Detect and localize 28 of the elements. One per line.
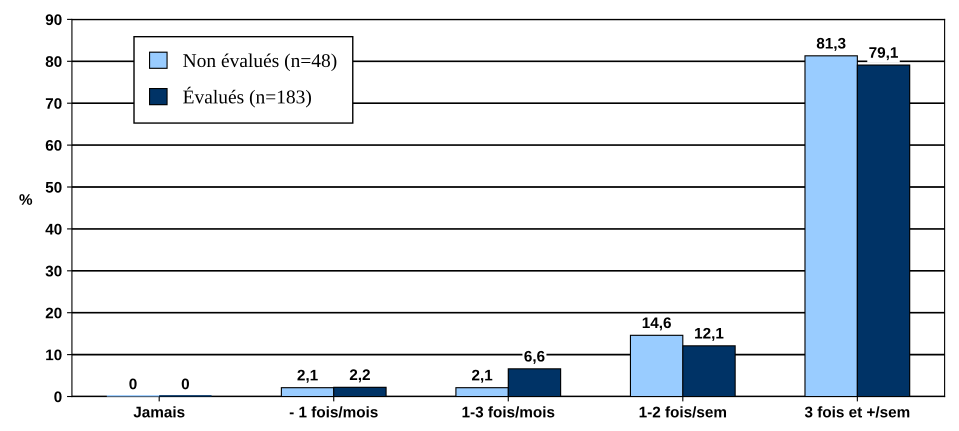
y-tick-label: 60 [46, 140, 62, 151]
data-label: 2,1 [297, 370, 318, 383]
data-label: 79,1 [869, 47, 898, 60]
y-tick-label: 70 [46, 98, 62, 109]
x-tick-label: - 1 fois/mois [290, 406, 378, 418]
y-axis-title: % [19, 194, 32, 205]
data-label: 12,1 [695, 328, 724, 341]
y-tick-label: 30 [46, 266, 62, 277]
y-tick-label: 10 [46, 349, 62, 360]
legend-label: Évalués (n=183) [183, 86, 311, 108]
y-tick-label: 80 [46, 56, 62, 67]
y-tick-label: 90 [46, 14, 62, 26]
x-tick-label: Jamais [134, 406, 184, 418]
data-label: 14,6 [642, 317, 671, 330]
legend-label: Non évalués (n=48) [183, 53, 336, 72]
y-tick-label: 0 [54, 391, 62, 402]
data-label: 2,1 [472, 370, 492, 383]
y-tick-label: 50 [46, 182, 62, 193]
x-tick-label: 1-3 fois/mois [462, 406, 554, 418]
data-label: 0 [182, 378, 189, 390]
y-tick-label: 40 [45, 224, 62, 235]
x-tick-label: 3 fois et +/sem [804, 406, 910, 418]
data-label: 0 [129, 378, 137, 390]
data-label: 6,6 [524, 350, 545, 364]
y-tick-label: 20 [46, 308, 62, 318]
data-label: 81,3 [816, 38, 846, 51]
x-tick-label: 1-2 fois/sem [640, 406, 726, 418]
data-label: 2,2 [350, 369, 370, 382]
